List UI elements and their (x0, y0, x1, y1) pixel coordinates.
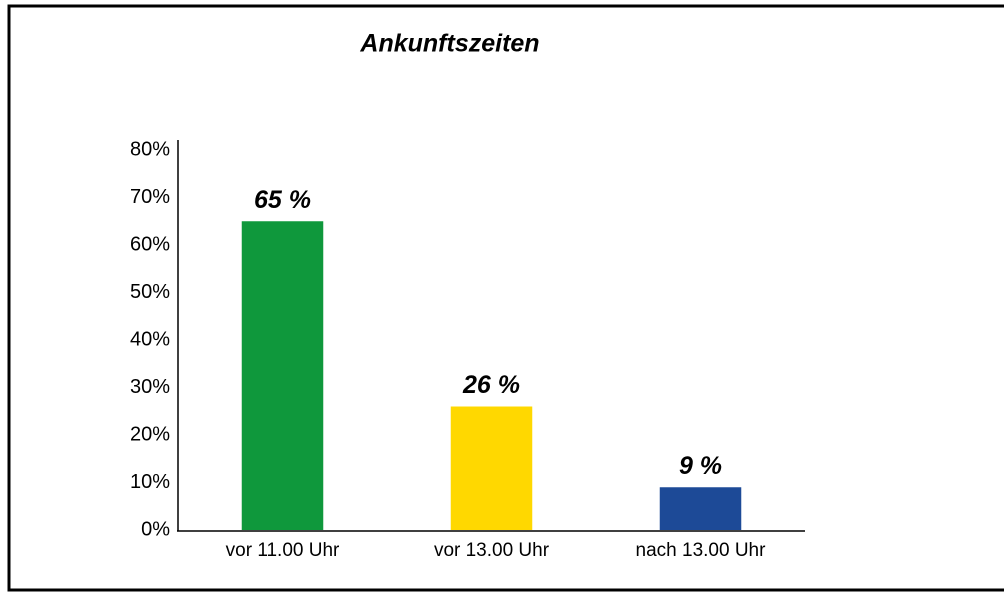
y-tick-label: 60% (130, 233, 170, 255)
y-tick-label: 0% (141, 518, 170, 540)
x-tick-label: vor 11.00 Uhr (226, 540, 340, 561)
bar (450, 406, 533, 530)
y-tick-label: 20% (130, 423, 170, 445)
value-label: 9 % (679, 452, 722, 480)
chart-title: Ankunftszeiten (359, 30, 539, 58)
value-label: 26 % (462, 371, 520, 399)
value-label: 65 % (254, 186, 311, 214)
x-tick-label: nach 13.00 Uhr (636, 540, 767, 561)
y-tick-label: 80% (130, 138, 170, 160)
bar (659, 487, 742, 530)
x-tick-label: vor 13.00 Uhr (434, 540, 550, 561)
y-tick-label: 40% (130, 328, 170, 350)
y-tick-label: 50% (130, 281, 170, 303)
y-tick-label: 10% (130, 471, 170, 493)
y-tick-label: 30% (130, 376, 170, 398)
y-tick-label: 70% (130, 186, 170, 208)
bar (241, 221, 324, 530)
